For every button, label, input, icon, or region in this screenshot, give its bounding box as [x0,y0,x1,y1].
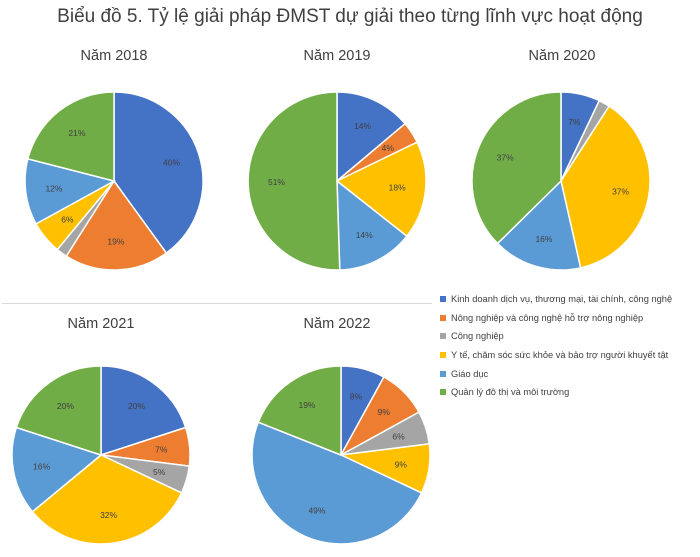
pie-title-2019: Năm 2019 [303,48,371,64]
legend-label: Nông nghiệp và công nghệ hỗ trợ nông ngh… [451,312,644,323]
pie-data-label: 21% [68,128,85,138]
pie-data-label: 4% [382,143,395,153]
pie-chart: 20% 7% 5% 32% 16% 20% [11,365,191,545]
pie-data-label: 12% [45,184,62,194]
pie-title-2021: Năm 2021 [67,316,135,332]
pie-data-label: 7% [568,117,581,127]
pie-slice [257,365,342,457]
legend-item: Công nghiệp [440,327,698,346]
pie-slice [100,365,187,457]
legend-item: Giáo dục [440,364,698,383]
pie-data-label: 20% [128,401,145,411]
pie-data-label: 6% [61,215,74,225]
pie-data-label: 8% [350,391,363,401]
pie-data-label: 14% [354,121,371,131]
pie-slice [65,179,168,271]
pie-chart: 8% 9% 6% 9% 49% 19% [251,365,431,545]
pie-data-label: 6% [392,431,405,441]
pie-title-2022: Năm 2022 [303,316,371,332]
pie-data-label: 37% [612,187,629,197]
pie-data-label: 19% [107,236,124,246]
pie-data-label: 7% [155,444,168,454]
pie-data-label: 9% [378,407,391,417]
pie-data-label: 40% [163,157,180,167]
legend-label: Giáo dục [451,368,489,379]
legend-swatch [440,333,446,340]
pie-data-label: 14% [356,230,373,240]
legend-label: Y tế, chăm sóc sức khỏe và bảo trợ người… [451,350,669,361]
pie-chart: 7% 37% 16% 37% [471,91,651,271]
legend-label: Quản lý đô thị và môi trường [451,387,570,398]
legend-label: Kinh doanh dịch vụ, thương mại, tài chín… [451,294,673,305]
pie-slice [26,91,115,182]
legend-swatch [440,314,446,321]
pie-title-2018: Năm 2018 [80,48,148,64]
legend-label: Công nghiệp [451,331,504,342]
pie-slice [496,179,582,271]
pie-slice [560,105,651,269]
section-divider [2,303,432,304]
pie-slice [24,157,117,225]
pie-slice [113,91,204,255]
pie-slice [15,365,102,457]
pie-data-label: 37% [497,153,514,163]
chart-title: Biểu đồ 5. Tỷ lệ giải pháp ĐMST dự giải … [57,6,643,27]
pie-chart: 40% 19% 6% 12% 21% [24,91,204,271]
pie-data-label: 51% [268,177,285,187]
legend-item: Nông nghiệp và công nghệ hỗ trợ nông ngh… [440,309,698,328]
pie-slice [336,179,408,271]
legend-swatch [440,370,446,377]
legend-swatch [440,389,446,396]
pie-data-label: 49% [308,506,325,516]
pie-slice [335,141,427,238]
legend-item: Kinh doanh dịch vụ, thương mại, tài chín… [440,290,698,309]
pie-slice [31,454,183,545]
legend-swatch [440,352,446,359]
pie-data-label: 19% [298,400,315,410]
legend-swatch [440,296,446,303]
pie-data-label: 5% [153,467,166,477]
pie-slice [251,421,423,545]
legend-item: Quản lý đô thị và môi trường [440,383,698,402]
pie-slice [247,91,341,271]
pie-title-2020: Năm 2020 [528,48,596,64]
legend: Kinh doanh dịch vụ, thương mại, tài chín… [440,290,698,402]
pie-data-label: 9% [395,459,408,469]
pie-slice [336,91,407,183]
pie-data-label: 16% [535,234,552,244]
pie-data-label: 16% [33,461,50,471]
legend-item: Y tế, chăm sóc sức khỏe và bảo trợ người… [440,346,698,365]
pie-data-label: 20% [57,401,74,411]
pie-slice [471,91,562,245]
pie-data-label: 18% [389,183,406,193]
pie-data-label: 32% [100,510,117,520]
pie-chart: 14% 4% 18% 14% 51% [247,91,427,271]
